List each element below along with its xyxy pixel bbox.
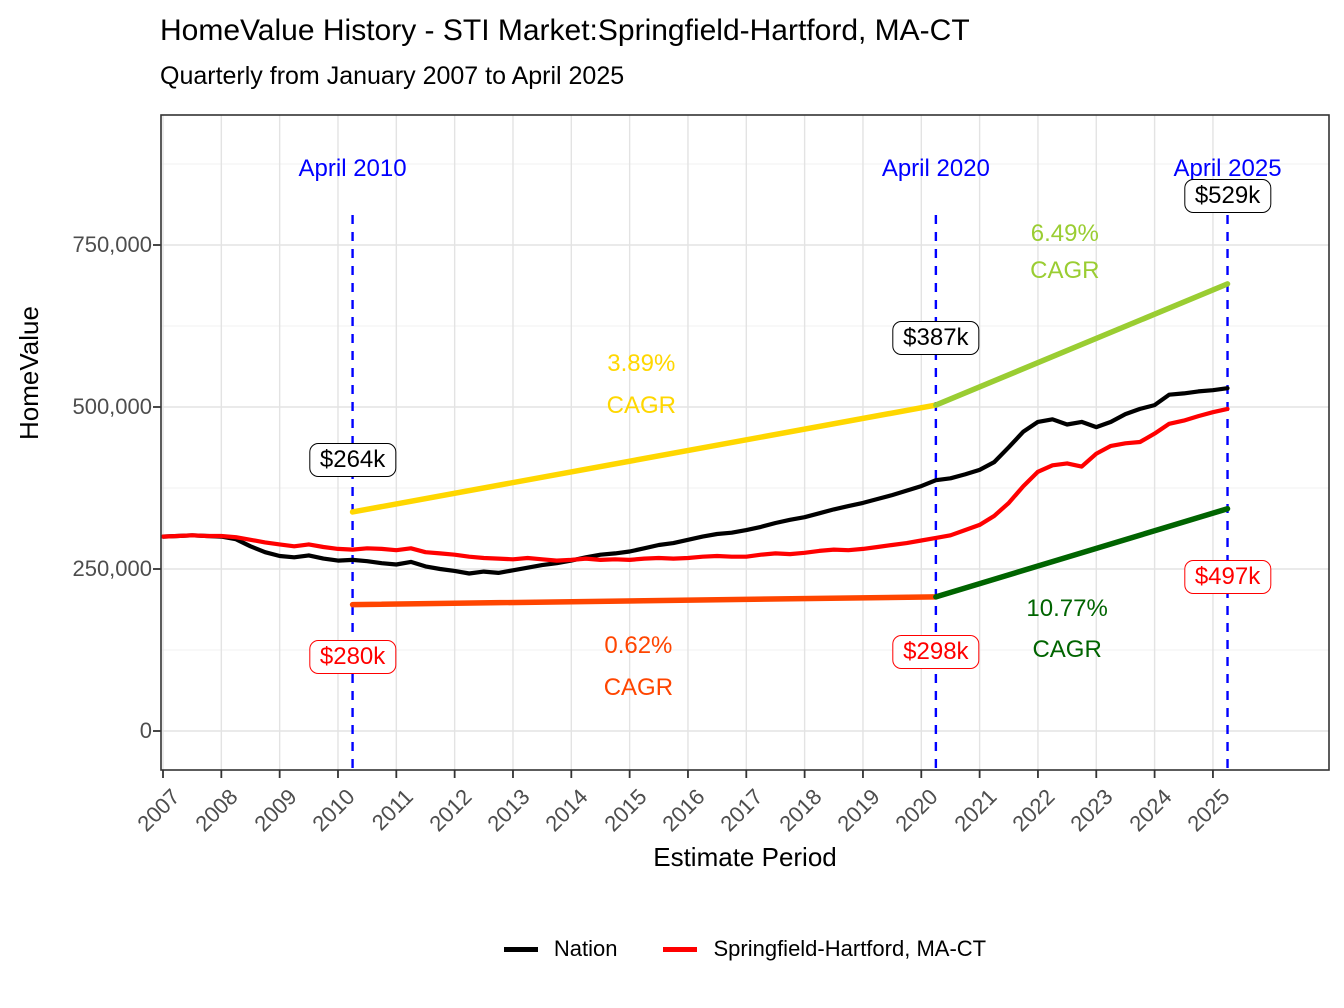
cagr-annotation: 3.89%	[607, 349, 676, 377]
date-annotation: April 2010	[298, 154, 407, 182]
trend-line	[349, 594, 939, 608]
legend-item: Nation	[503, 936, 618, 962]
value-callout-box: $529k	[1183, 178, 1272, 213]
date-annotation: April 2025	[1173, 154, 1282, 182]
date-annotation: April 2020	[881, 154, 990, 182]
cagr-annotation: 6.49%	[1030, 220, 1099, 248]
cagr-annotation: CAGR	[1032, 636, 1102, 664]
y-tick-label: 750,000	[72, 232, 152, 257]
y-tick-label: 250,000	[72, 556, 152, 581]
trend-line	[349, 402, 939, 515]
value-callout-box: $497k	[1183, 559, 1272, 594]
value-callout-box: $264k	[308, 443, 397, 478]
value-callout-box: $387k	[892, 321, 980, 356]
cagr-annotation: 10.77%	[1026, 594, 1108, 622]
cagr-annotation: CAGR	[603, 673, 674, 701]
y-tick-label: 500,000	[72, 394, 152, 419]
cagr-annotation: 0.62%	[604, 631, 673, 659]
legend-line-swatch	[663, 946, 698, 952]
x-axis-title: Estimate Period	[653, 842, 837, 872]
panel-border	[160, 114, 1330, 771]
legend: Nation Springfield-Hartford, MA-CT	[161, 936, 1329, 962]
value-callout-box: $280k	[308, 640, 397, 675]
trend-line	[933, 281, 1231, 408]
series-line	[160, 406, 1230, 563]
chart-title: HomeValue History - STI Market:Springfie…	[160, 14, 970, 47]
cagr-annotation: CAGR	[1030, 257, 1100, 285]
trend-line	[933, 505, 1231, 600]
cagr-annotation: CAGR	[606, 392, 676, 419]
legend-label: Springfield-Hartford, MA-CT	[713, 936, 987, 961]
legend-line-swatch	[503, 946, 538, 952]
value-callout-box: $298k	[892, 634, 980, 669]
y-tick-label: 0	[139, 718, 152, 743]
legend-item: Springfield-Hartford, MA-CT	[663, 936, 986, 962]
series-line	[160, 386, 1230, 576]
chart-subtitle: Quarterly from January 2007 to April 202…	[160, 62, 625, 90]
legend-label: Nation	[553, 936, 618, 961]
